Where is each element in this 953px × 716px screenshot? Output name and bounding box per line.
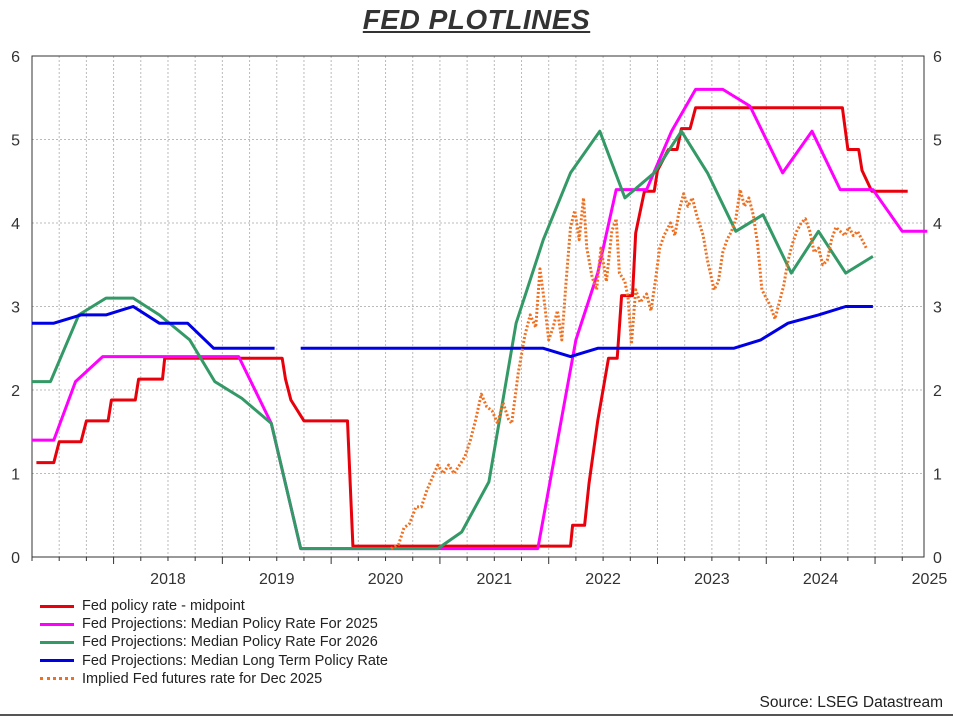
y-tick-label-right: 4 [933,216,942,233]
y-tick-label-left: 1 [11,467,20,484]
x-tick-label: 2021 [477,571,513,588]
series-4 [32,305,873,359]
y-tick-label-left: 3 [11,300,20,317]
x-tick-label: 2024 [803,571,839,588]
legend-label: Fed Projections: Median Policy Rate For … [82,634,378,651]
series-line [32,129,874,551]
y-tick-label-left: 6 [11,49,20,66]
axes: 0 0 1 1 2 2 3 3 4 4 5 5 6 6 2018 2019 2020 2021 2022 2023 20… [11,49,947,588]
y-tick-label-right: 6 [933,49,942,66]
grid [32,56,924,557]
bottom-divider [0,714,953,716]
legend-item: Fed Projections: Median Long Term Policy… [40,652,388,670]
plot-frame [31,55,925,558]
y-tick-label-right: 1 [933,467,942,484]
legend-label: Fed Projections: Median Long Term Policy… [82,652,388,669]
legend-item: Fed Projections: Median Policy Rate For … [40,615,388,633]
legend-swatch [40,622,74,626]
legend-swatch [40,677,74,681]
legend-item: Implied Fed futures rate for Dec 2025 [40,670,388,688]
x-tick-label: 2022 [585,571,621,588]
y-tick-label-right: 3 [933,300,942,317]
series-line [32,305,275,350]
y-tick-label-right: 0 [933,550,942,567]
series-1 [36,106,908,548]
y-tick-label-left: 2 [11,383,20,400]
legend-item: Fed Projections: Median Policy Rate For … [40,633,388,651]
legend-label: Fed policy rate - midpoint [82,598,245,615]
legend-swatch [40,659,74,663]
x-tick-label: 2019 [259,571,295,588]
y-tick-label-left: 0 [11,550,20,567]
x-tick-label: 2018 [150,571,186,588]
legend-label: Implied Fed futures rate for Dec 2025 [82,670,323,687]
series-5 [390,188,868,550]
series-line [390,188,868,550]
series [32,87,928,551]
legend-label: Fed Projections: Median Policy Rate For … [82,616,378,633]
series-2 [32,87,928,551]
chart-title: FED PLOTLINES [362,4,591,35]
y-tick-label-left: 4 [11,216,20,233]
legend-swatch [40,604,74,608]
source-note: Source: LSEG Datastream [759,694,944,711]
x-tick-label: 2023 [694,571,730,588]
x-tick-label: 2020 [368,571,404,588]
x-tick-label: 2025 [912,571,948,588]
series-line [36,106,908,548]
y-tick-label-right: 5 [933,133,942,150]
legend-item: Fed policy rate - midpoint [40,597,388,615]
y-tick-label-left: 5 [11,133,20,150]
legend-swatch [40,640,74,644]
series-line [32,87,928,551]
series-line [300,305,873,359]
y-tick-label-right: 2 [933,383,942,400]
legend: Fed policy rate - midpoint Fed Projection… [40,597,388,688]
series-3 [32,129,874,551]
